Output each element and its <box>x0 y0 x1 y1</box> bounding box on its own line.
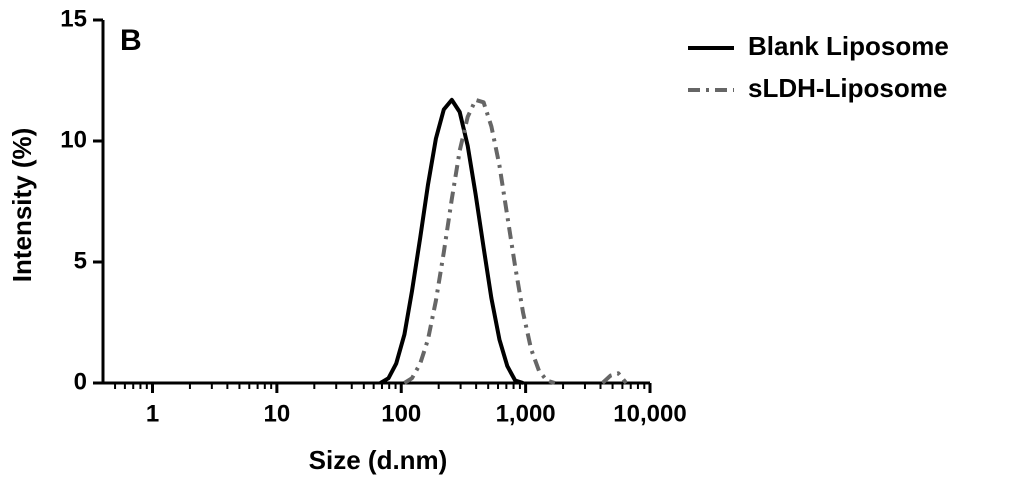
y-tick-label: 5 <box>74 247 87 274</box>
legend-label: sLDH-Liposome <box>748 73 947 103</box>
x-tick-label: 1 <box>146 400 159 427</box>
y-axis-title: Intensity (%) <box>7 128 37 283</box>
y-tick-label: 10 <box>60 126 87 153</box>
x-tick-label: 10 <box>264 400 291 427</box>
y-tick-label: 0 <box>74 368 87 395</box>
x-tick-label: 1,000 <box>496 400 556 427</box>
y-tick-label: 15 <box>60 5 87 32</box>
data-line <box>403 97 628 385</box>
panel-label: B <box>120 24 142 57</box>
x-tick-label: 10,000 <box>613 400 686 427</box>
data-line <box>379 97 524 385</box>
legend-label: Blank Liposome <box>748 31 949 61</box>
x-tick-label: 100 <box>381 400 421 427</box>
x-axis-title: Size (d.nm) <box>309 445 448 475</box>
